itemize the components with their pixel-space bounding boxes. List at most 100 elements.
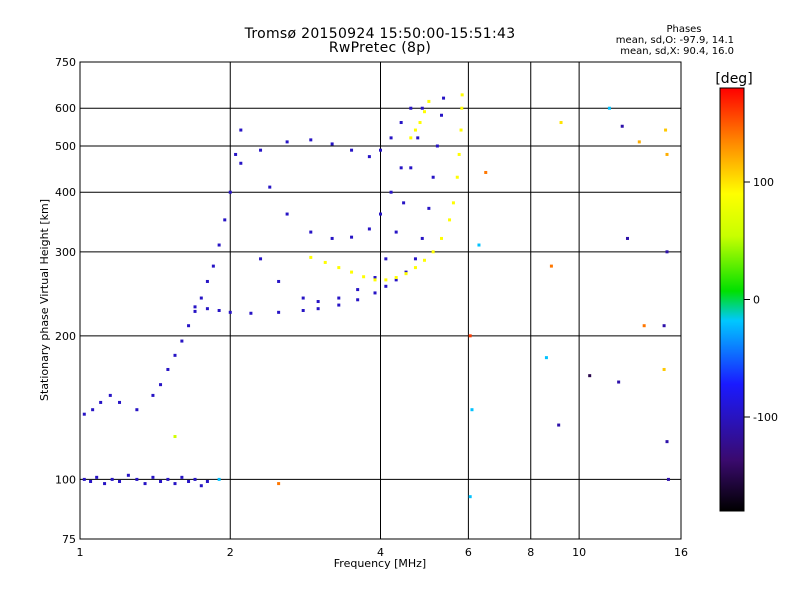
y-tick-label: 750 — [55, 56, 76, 69]
x-mode-point — [362, 275, 366, 279]
o-mode-point — [409, 106, 413, 110]
o-mode-point — [91, 408, 95, 412]
y-axis-ticks: 75 100 200 300 400 500 600 750 — [55, 56, 76, 546]
phases-x-stats: mean, sd,X: 90.4, 16.0 — [620, 46, 734, 57]
o-mode-point — [367, 227, 371, 231]
sparse-point — [468, 495, 472, 499]
o-mode-point — [108, 393, 112, 397]
x-tick-label: 4 — [377, 546, 384, 559]
sparse-point — [277, 482, 281, 486]
plot-frame — [79, 61, 682, 540]
o-mode-point — [259, 148, 263, 152]
o-mode-point — [394, 230, 398, 234]
o-mode-point — [239, 161, 243, 165]
x-tick-label: 8 — [527, 546, 534, 559]
o-mode-point — [309, 138, 313, 142]
o-mode-point — [239, 128, 243, 132]
chart-title: Tromsø 20150924 15:50:00-15:51:43 — [244, 26, 516, 42]
o-mode-point — [431, 175, 435, 179]
o-mode-point — [199, 296, 203, 300]
o-mode-point — [95, 475, 99, 479]
o-mode-point — [173, 482, 177, 486]
sparse-point — [559, 121, 563, 125]
o-mode-point — [309, 230, 313, 234]
o-mode-point — [350, 148, 354, 152]
o-mode-point — [259, 257, 263, 261]
sparse-point — [217, 477, 221, 481]
x-mode-point — [448, 218, 452, 222]
o-mode-point — [110, 477, 114, 481]
y-tick-label: 100 — [55, 473, 76, 486]
o-mode-point — [440, 113, 444, 117]
o-mode-point — [356, 288, 360, 292]
x-tick-label: 6 — [465, 546, 472, 559]
o-mode-point — [404, 270, 408, 274]
o-mode-point — [193, 309, 197, 313]
x-mode-point — [350, 270, 354, 274]
o-mode-point — [82, 412, 86, 416]
x-mode-point — [460, 106, 464, 110]
o-mode-point — [399, 166, 403, 170]
x-tick-label: 10 — [572, 546, 586, 559]
o-mode-point — [350, 235, 354, 239]
o-mode-point — [285, 212, 289, 216]
x-mode-point — [440, 236, 444, 240]
o-mode-point — [99, 400, 103, 404]
x-mode-point — [413, 266, 417, 270]
o-mode-point — [373, 276, 377, 280]
o-mode-point — [135, 408, 139, 412]
o-mode-point — [427, 206, 431, 210]
colorbar-ticks: 100 0 -100 — [744, 176, 778, 424]
sparse-point — [607, 106, 611, 110]
x-axis-label: Frequency [MHz] — [334, 557, 426, 570]
sparse-point — [666, 477, 670, 481]
x-axis-ticks: 1 2 4 6 8 10 16 — [77, 546, 689, 559]
o-mode-point — [228, 310, 232, 314]
o-mode-point — [159, 383, 163, 387]
o-mode-point — [187, 479, 191, 483]
sparse-point — [484, 170, 488, 174]
o-mode-point — [285, 140, 289, 144]
colorbar-tick-label: 0 — [753, 294, 760, 307]
x-mode-point — [460, 93, 464, 97]
o-mode-point — [166, 367, 170, 371]
o-mode-point — [151, 475, 155, 479]
o-mode-point — [379, 212, 382, 216]
sparse-point — [588, 374, 592, 378]
o-mode-point — [205, 479, 209, 483]
o-mode-point — [103, 482, 107, 486]
o-mode-point — [205, 307, 209, 311]
y-tick-label: 75 — [62, 533, 76, 546]
o-mode-point — [277, 279, 281, 283]
sparse-point — [468, 334, 472, 338]
o-mode-point — [277, 310, 281, 314]
o-mode-point — [205, 279, 209, 283]
o-mode-point — [394, 278, 398, 282]
x-mode-point — [404, 272, 408, 276]
o-mode-point — [389, 136, 393, 140]
sparse-point — [617, 380, 621, 384]
y-tick-label: 500 — [55, 140, 76, 153]
sparse-point — [557, 423, 561, 427]
x-mode-point — [431, 250, 435, 254]
o-mode-point — [367, 155, 371, 159]
o-mode-point — [126, 473, 130, 477]
o-mode-point — [384, 257, 388, 261]
x-mode-point — [427, 99, 431, 103]
o-mode-point — [420, 106, 424, 110]
o-mode-point — [373, 291, 377, 295]
o-mode-point — [193, 477, 197, 481]
o-mode-point — [135, 477, 139, 481]
o-mode-point — [379, 148, 382, 152]
colorbar — [719, 87, 745, 512]
o-mode-point — [173, 353, 177, 357]
y-tick-label: 300 — [55, 246, 76, 259]
x-tick-label: 1 — [77, 546, 84, 559]
x-mode-point — [455, 175, 459, 179]
sparse-point — [620, 124, 624, 128]
x-mode-point — [451, 201, 455, 205]
o-mode-point — [211, 264, 215, 268]
o-mode-point — [420, 236, 424, 240]
sparse-point — [662, 324, 666, 328]
